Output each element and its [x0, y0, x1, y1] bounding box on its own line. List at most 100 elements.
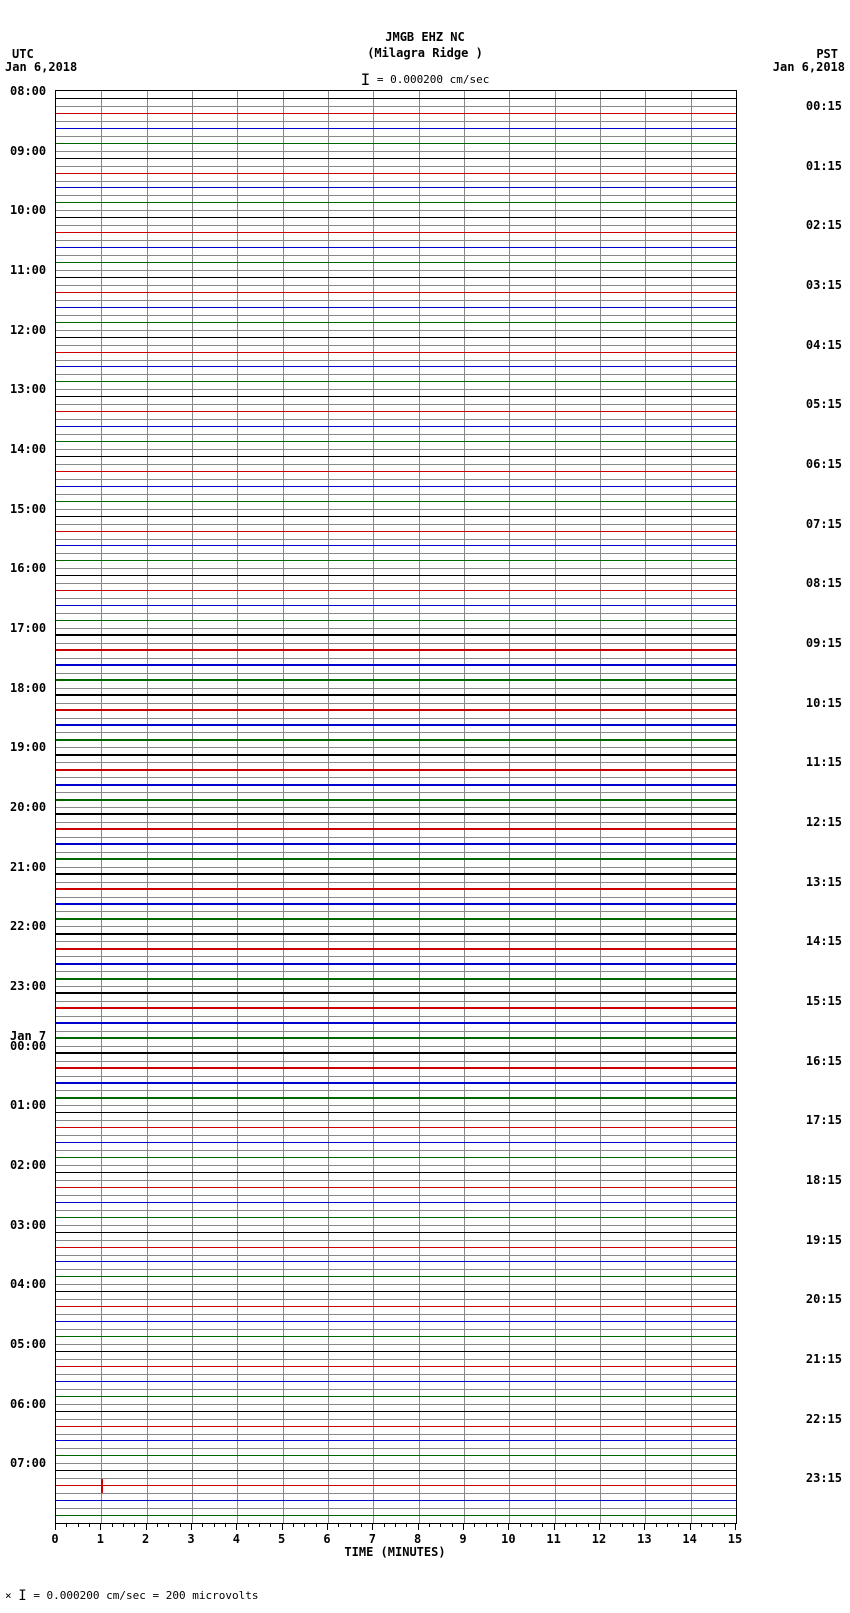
xtick-major: [644, 1523, 645, 1530]
grid-hline: [56, 897, 736, 898]
xtick-minor: [656, 1523, 657, 1527]
grid-hline: [56, 1031, 736, 1032]
seismic-trace: [56, 813, 736, 815]
grid-hline: [56, 419, 736, 420]
grid-hline: [56, 1105, 736, 1106]
utc-hour-label: 20:00: [10, 800, 46, 814]
seismic-trace: [56, 396, 736, 397]
pst-hour-label: 17:15: [806, 1113, 842, 1127]
scale-indicator: I = 0.000200 cm/sec: [0, 68, 850, 87]
grid-hline: [56, 1508, 736, 1509]
seismic-trace: [56, 769, 736, 771]
xtick-minor: [576, 1523, 577, 1527]
pst-hour-label: 06:15: [806, 457, 842, 471]
grid-hline: [56, 1329, 736, 1330]
utc-hour-label: 00:00: [10, 1039, 46, 1053]
seismic-trace: [56, 1381, 736, 1382]
grid-hline: [56, 539, 736, 540]
utc-hour-label: 11:00: [10, 263, 46, 277]
seismic-trace: [56, 828, 736, 830]
grid-hline: [56, 210, 736, 211]
grid-hline: [56, 1419, 736, 1420]
grid-hline: [56, 345, 736, 346]
pst-hour-label: 18:15: [806, 1173, 842, 1187]
xtick-minor: [724, 1523, 725, 1527]
seismic-trace: [56, 337, 736, 338]
scale-text: = 0.000200 cm/sec: [377, 73, 490, 86]
plot-area: [55, 90, 737, 1524]
xtick-major: [508, 1523, 509, 1530]
xtick-minor: [350, 1523, 351, 1527]
seismic-trace: [56, 441, 736, 442]
seismic-trace: [56, 560, 736, 561]
utc-hour-label: 02:00: [10, 1158, 46, 1172]
grid-hline: [56, 524, 736, 525]
grid-hline: [56, 792, 736, 793]
seismic-trace: [56, 1202, 736, 1203]
grid-hline: [56, 225, 736, 226]
grid-hline: [56, 911, 736, 912]
xtick-minor: [361, 1523, 362, 1527]
seismic-trace: [56, 501, 736, 502]
seismic-trace: [56, 754, 736, 756]
xtick-major: [690, 1523, 691, 1530]
seismic-trace: [56, 1485, 736, 1486]
grid-hline: [56, 1493, 736, 1494]
xtick-minor: [384, 1523, 385, 1527]
xtick-minor: [157, 1523, 158, 1527]
seismic-trace: [56, 381, 736, 382]
grid-hline: [56, 1299, 736, 1300]
pst-hour-label: 21:15: [806, 1352, 842, 1366]
utc-hour-label: 19:00: [10, 740, 46, 754]
xtick-minor: [214, 1523, 215, 1527]
seismic-trace: [56, 322, 736, 323]
xtick-minor: [429, 1523, 430, 1527]
xtick-minor: [259, 1523, 260, 1527]
seismic-trace: [56, 1022, 736, 1024]
seismic-trace: [56, 888, 736, 890]
grid-hline: [56, 1448, 736, 1449]
seismic-trace: [56, 202, 736, 203]
grid-hline: [56, 374, 736, 375]
seismic-trace: [56, 1007, 736, 1009]
pst-hour-label: 20:15: [806, 1292, 842, 1306]
seismic-trace: [56, 1187, 736, 1188]
grid-hline: [56, 1150, 736, 1151]
grid-hline: [56, 285, 736, 286]
seismic-trace: [56, 173, 736, 174]
xtick-minor: [474, 1523, 475, 1527]
seismic-trace: [56, 471, 736, 472]
grid-hline: [56, 270, 736, 271]
xtick-label: 15: [728, 1532, 742, 1546]
xtick-major: [463, 1523, 464, 1530]
pst-hour-label: 03:15: [806, 278, 842, 292]
pst-hour-label: 22:15: [806, 1412, 842, 1426]
grid-hline: [56, 315, 736, 316]
grid-hline: [56, 1001, 736, 1002]
xtick-minor: [248, 1523, 249, 1527]
xtick-label: 4: [233, 1532, 240, 1546]
seismic-trace: [56, 1455, 736, 1456]
seismic-trace: [56, 292, 736, 293]
grid-hline: [56, 1463, 736, 1464]
xtick-label: 2: [142, 1532, 149, 1546]
xtick-label: 7: [369, 1532, 376, 1546]
grid-hline: [56, 986, 736, 987]
xtick-minor: [497, 1523, 498, 1527]
grid-hline: [56, 628, 736, 629]
xtick-minor: [406, 1523, 407, 1527]
utc-hour-label: 21:00: [10, 860, 46, 874]
grid-hline: [56, 181, 736, 182]
xtick-minor: [588, 1523, 589, 1527]
seismic-trace: [56, 873, 736, 875]
xtick-minor: [610, 1523, 611, 1527]
grid-hline: [56, 479, 736, 480]
xtick-minor: [123, 1523, 124, 1527]
grid-hline: [56, 1076, 736, 1077]
grid-hline: [56, 136, 736, 137]
xtick-minor: [225, 1523, 226, 1527]
grid-hline: [56, 1120, 736, 1121]
seismic-trace: [56, 1127, 736, 1128]
utc-hour-label: 06:00: [10, 1397, 46, 1411]
seismic-trace: [56, 247, 736, 248]
